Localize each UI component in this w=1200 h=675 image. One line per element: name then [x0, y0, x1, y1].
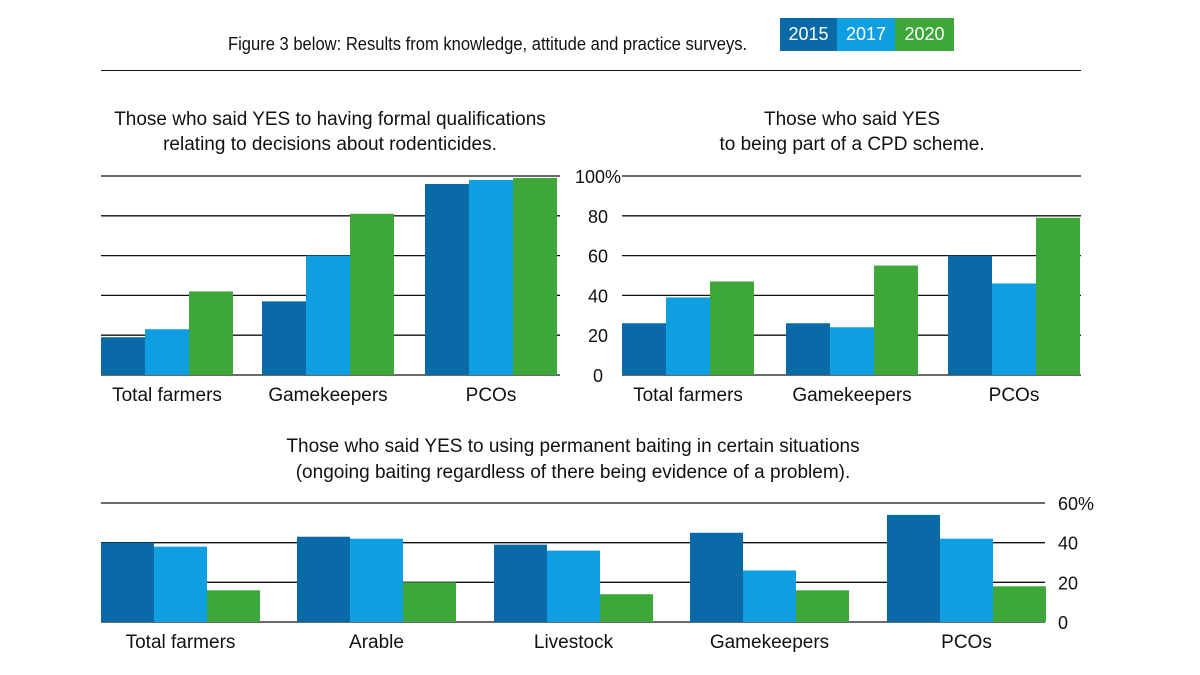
x-category-label: PCOs: [466, 385, 517, 406]
bar-gamekeepers-2017: [830, 327, 874, 375]
chart-title-line: Those who said YES to using permanent ba…: [286, 436, 859, 457]
chart-title-line: (ongoing baiting regardless of there bei…: [296, 462, 851, 483]
bar-livestock-2015: [494, 544, 547, 622]
legend-item-2020: 2020: [895, 18, 954, 51]
x-category-label: Gamekeepers: [792, 385, 911, 406]
bar-pcos-2020: [1036, 217, 1080, 375]
chart-title-line: Those who said YES: [764, 109, 940, 130]
bar-arable-2017: [350, 538, 403, 622]
bar-livestock-2017: [547, 550, 600, 622]
y-tick-label: 20: [588, 326, 608, 346]
y-tick-label: 60: [588, 247, 608, 267]
y-tick-label: 40: [1058, 534, 1078, 554]
bar-pcos-2015: [887, 514, 940, 622]
bar-pcos-2017: [469, 179, 513, 375]
legend-item-2017: 2017: [837, 18, 895, 51]
x-category-label: PCOs: [989, 385, 1040, 406]
bar-total-farmers-2015: [101, 337, 145, 375]
bar-arable-2020: [403, 582, 456, 622]
y-tick-label: 80: [588, 207, 608, 227]
bar-total-farmers-2017: [154, 546, 207, 622]
bar-gamekeepers-2020: [874, 265, 918, 375]
y-tick-label: 40: [588, 286, 608, 306]
bar-total-farmers-2015: [101, 542, 154, 622]
bar-pcos-2020: [513, 177, 557, 375]
bar-pcos-2015: [425, 183, 469, 375]
bar-livestock-2020: [600, 594, 653, 622]
x-category-label: PCOs: [941, 632, 992, 653]
bar-total-farmers-2020: [189, 291, 233, 375]
x-category-label: Arable: [349, 632, 404, 653]
bar-pcos-2017: [992, 283, 1036, 375]
y-tick-label: 100%: [575, 167, 621, 187]
y-tick-label: 60%: [1058, 494, 1094, 514]
x-category-label: Total farmers: [633, 385, 743, 406]
bar-gamekeepers-2015: [262, 301, 306, 375]
bar-gamekeepers-2015: [690, 532, 743, 622]
bar-gamekeepers-2020: [350, 213, 394, 375]
bar-total-farmers-2015: [622, 323, 666, 375]
bar-total-farmers-2020: [710, 281, 754, 375]
header-divider: [101, 70, 1081, 71]
x-category-label: Livestock: [534, 632, 614, 653]
bar-arable-2015: [297, 536, 350, 622]
bar-total-farmers-2017: [145, 329, 189, 375]
legend-item-2015: 2015: [780, 18, 837, 51]
chart-title-line: Those who said YES to having formal qual…: [114, 109, 546, 130]
bar-gamekeepers-2017: [743, 570, 796, 622]
bar-gamekeepers-2015: [786, 323, 830, 375]
y-tick-label: 0: [593, 366, 603, 386]
chart-title-line: to being part of a CPD scheme.: [719, 134, 984, 155]
bar-gamekeepers-2017: [306, 255, 350, 375]
bar-total-farmers-2017: [666, 297, 710, 375]
y-tick-label: 20: [1058, 573, 1078, 593]
bar-total-farmers-2020: [207, 590, 260, 622]
x-category-label: Total farmers: [112, 385, 222, 406]
chart-title-line: relating to decisions about rodenticides…: [163, 134, 497, 155]
bar-gamekeepers-2020: [796, 590, 849, 622]
bar-pcos-2015: [948, 255, 992, 375]
x-category-label: Gamekeepers: [710, 632, 829, 653]
x-category-label: Gamekeepers: [268, 385, 387, 406]
figure-title: Figure 3 below: Results from knowledge, …: [228, 34, 748, 54]
y-tick-label: 0: [1058, 613, 1068, 633]
figure-header: Figure 3 below: Results from knowledge, …: [0, 18, 1200, 58]
legend: 2015 2017 2020: [780, 18, 954, 51]
bar-pcos-2020: [993, 586, 1046, 622]
bar-pcos-2017: [940, 538, 993, 622]
x-category-label: Total farmers: [126, 632, 236, 653]
